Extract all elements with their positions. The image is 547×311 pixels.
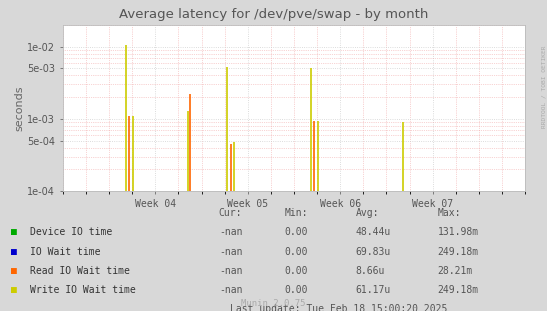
Text: IO Wait time: IO Wait time: [30, 247, 101, 257]
Text: -nan: -nan: [219, 285, 242, 295]
Text: 48.44u: 48.44u: [356, 227, 391, 237]
Text: Min:: Min:: [284, 208, 308, 218]
Text: Write IO Wait time: Write IO Wait time: [30, 285, 136, 295]
Text: Avg:: Avg:: [356, 208, 379, 218]
Y-axis label: seconds: seconds: [14, 85, 25, 131]
Text: 61.17u: 61.17u: [356, 285, 391, 295]
Text: RRDTOOL / TOBI OETIKER: RRDTOOL / TOBI OETIKER: [542, 46, 546, 128]
Text: Read IO Wait time: Read IO Wait time: [30, 266, 130, 276]
Text: ■: ■: [11, 285, 17, 295]
Text: 69.83u: 69.83u: [356, 247, 391, 257]
Text: Device IO time: Device IO time: [30, 227, 112, 237]
Text: -nan: -nan: [219, 227, 242, 237]
Text: Cur:: Cur:: [219, 208, 242, 218]
Text: ■: ■: [11, 266, 17, 276]
Text: -nan: -nan: [219, 247, 242, 257]
Text: Average latency for /dev/pve/swap - by month: Average latency for /dev/pve/swap - by m…: [119, 8, 428, 21]
Text: -nan: -nan: [219, 266, 242, 276]
Text: ■: ■: [11, 227, 17, 237]
Text: 249.18m: 249.18m: [438, 247, 479, 257]
Text: 0.00: 0.00: [284, 227, 308, 237]
Text: 8.66u: 8.66u: [356, 266, 385, 276]
Text: 131.98m: 131.98m: [438, 227, 479, 237]
Text: ■: ■: [11, 247, 17, 257]
Text: 0.00: 0.00: [284, 266, 308, 276]
Text: 249.18m: 249.18m: [438, 285, 479, 295]
Text: 28.21m: 28.21m: [438, 266, 473, 276]
Text: Munin 2.0.75: Munin 2.0.75: [241, 299, 306, 308]
Text: Last update: Tue Feb 18 15:00:20 2025: Last update: Tue Feb 18 15:00:20 2025: [230, 304, 448, 311]
Text: 0.00: 0.00: [284, 247, 308, 257]
Text: Max:: Max:: [438, 208, 461, 218]
Text: 0.00: 0.00: [284, 285, 308, 295]
